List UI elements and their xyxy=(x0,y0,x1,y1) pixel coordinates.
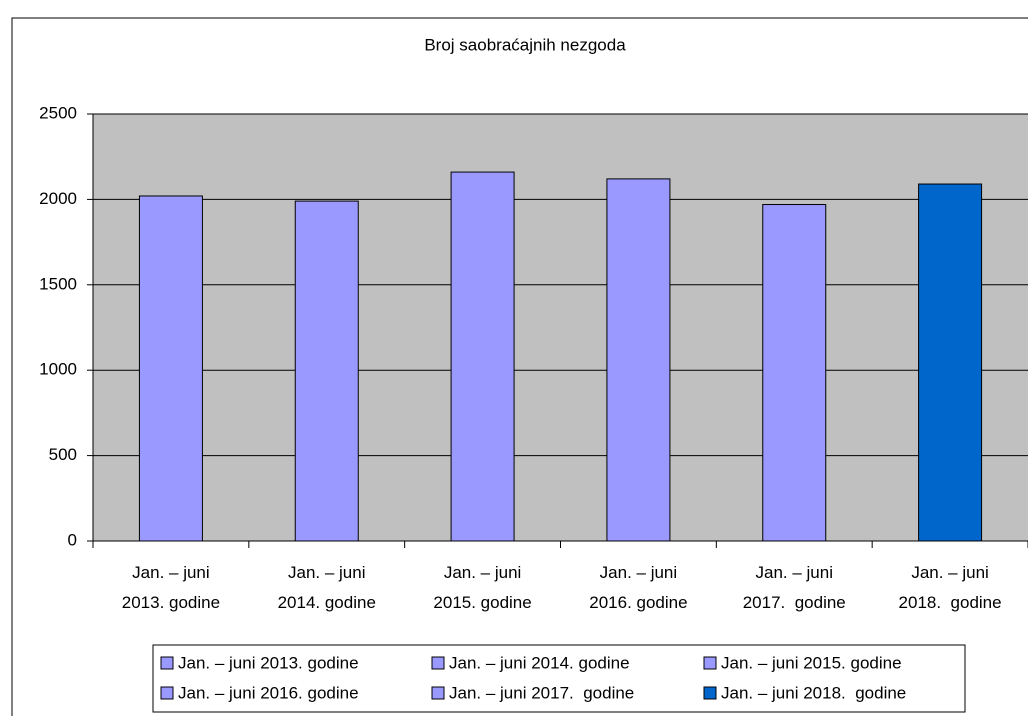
x-tick-label: Jan. – juni 2015. godine xyxy=(433,563,531,612)
bar xyxy=(450,171,515,542)
legend xyxy=(152,644,966,713)
x-tick-label: Jan. – juni 2013. godine xyxy=(122,563,220,612)
legend-label: Jan. – juni 2016. godine xyxy=(178,683,359,702)
y-tick-label: 2500 xyxy=(39,103,77,122)
legend-swatch xyxy=(160,686,174,700)
legend-label: Jan. – juni 2013. godine xyxy=(178,653,359,672)
y-tick-label: 0 xyxy=(68,530,77,549)
legend-label: Jan. – juni 2017. godine xyxy=(449,683,634,702)
x-tick-label: Jan. – juni 2017. godine xyxy=(743,563,846,612)
y-tick-label: 1000 xyxy=(39,360,77,379)
bar xyxy=(762,204,827,542)
y-tick-label: 2000 xyxy=(39,189,77,208)
legend-swatch xyxy=(431,656,445,670)
legend-swatch xyxy=(160,656,174,670)
legend-swatch xyxy=(703,656,717,670)
y-tick-label: 1500 xyxy=(39,274,77,293)
y-tick-label: 500 xyxy=(49,445,77,464)
chart-title: Broj saobraćajnih nezgoda xyxy=(424,35,626,54)
legend-label: Jan. – juni 2015. godine xyxy=(721,653,902,672)
bar xyxy=(294,200,359,542)
bar xyxy=(918,183,983,542)
legend-label: Jan. – juni 2018. godine xyxy=(721,683,906,702)
plot-area xyxy=(93,114,1028,541)
bar xyxy=(606,178,671,542)
x-tick-label: Jan. – juni 2016. godine xyxy=(589,563,687,612)
bar xyxy=(138,195,203,542)
legend-swatch xyxy=(431,686,445,700)
legend-label: Jan. – juni 2014. godine xyxy=(449,653,630,672)
legend-swatch xyxy=(703,686,717,700)
x-tick-label: Jan. – juni 2018. godine xyxy=(899,563,1002,612)
x-tick-label: Jan. – juni 2014. godine xyxy=(278,563,376,612)
